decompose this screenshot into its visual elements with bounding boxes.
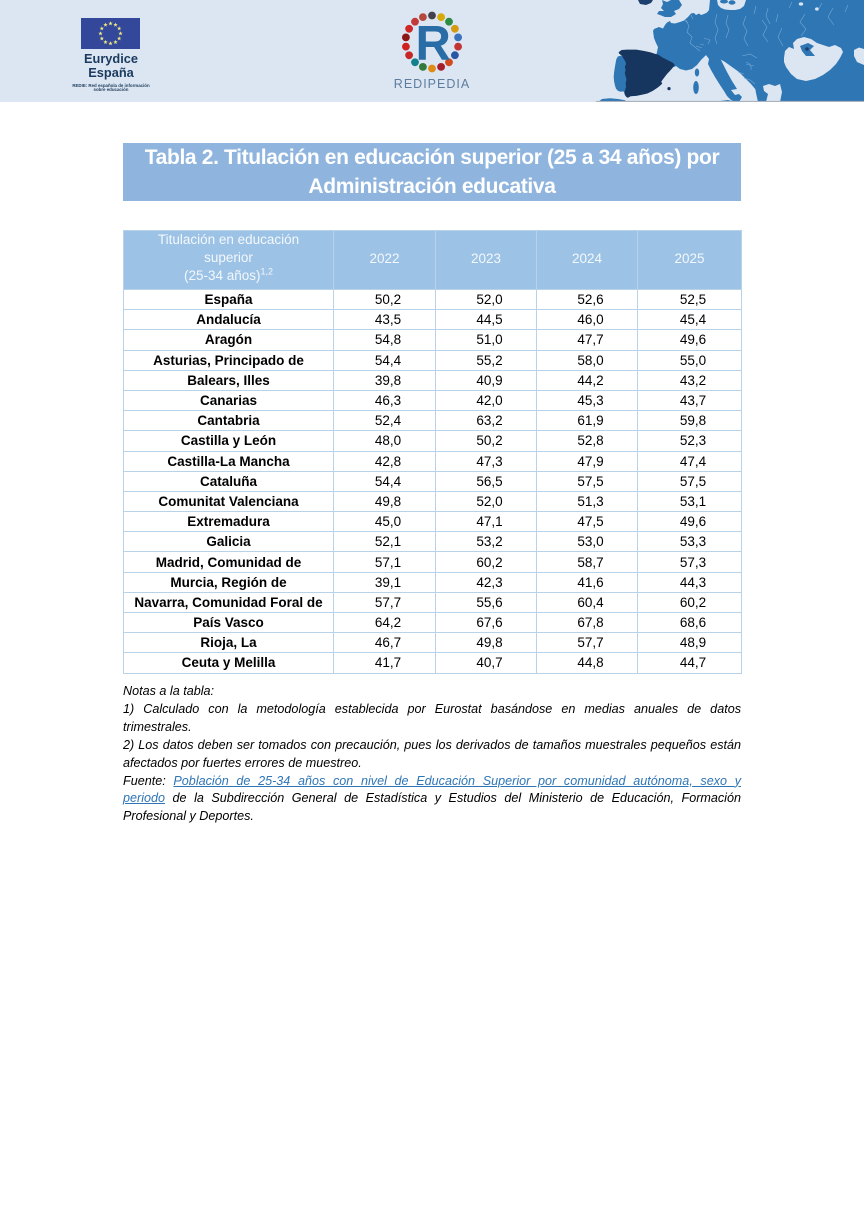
svg-text:R: R	[416, 17, 451, 71]
